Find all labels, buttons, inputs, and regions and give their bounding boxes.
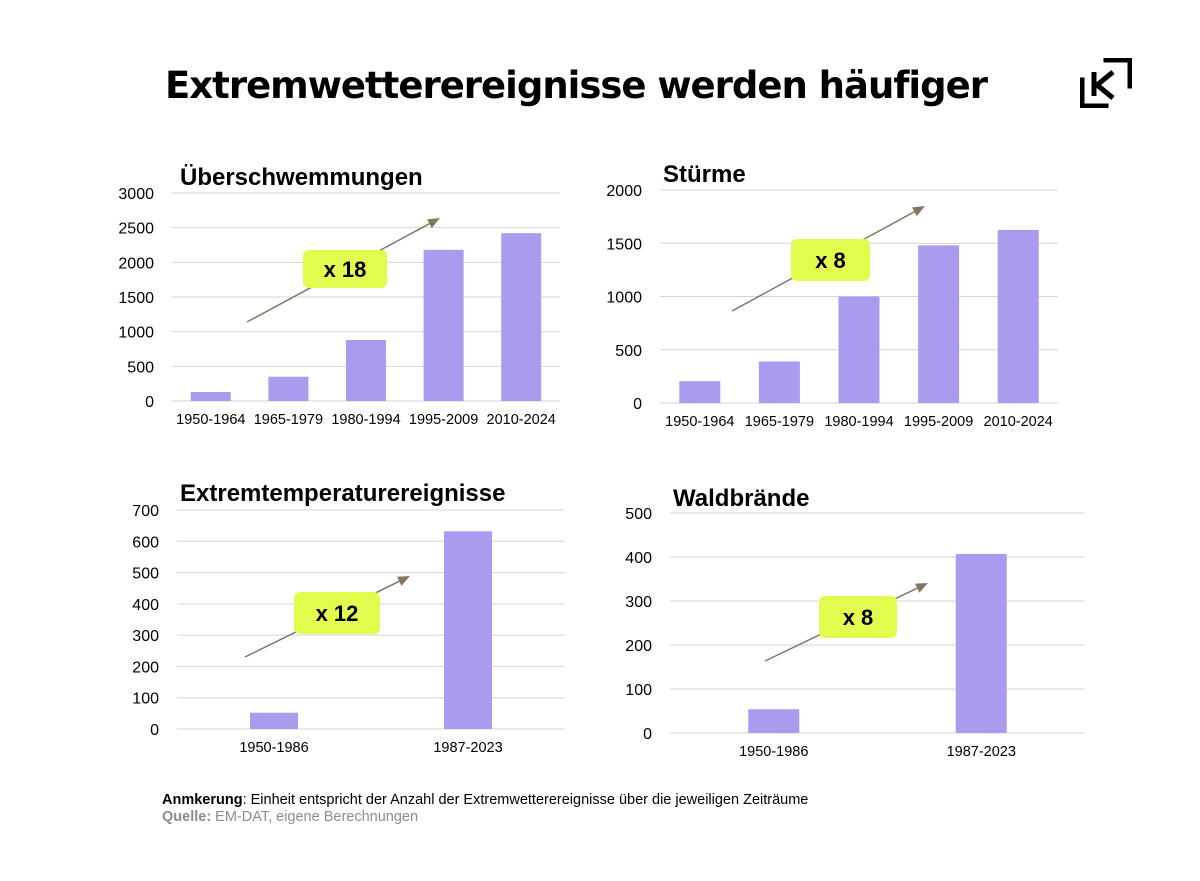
y-tick-label: 300	[625, 594, 652, 611]
chart-title: Waldbrände	[673, 485, 809, 512]
page-title: Extremwetterereignisse werden häufiger	[165, 64, 988, 107]
y-tick-label: 100	[625, 682, 652, 699]
x-tick-label: 1965-1979	[254, 412, 323, 428]
x-tick-label: 1950-1964	[665, 414, 734, 430]
factor-badge	[303, 250, 387, 288]
y-tick-label: 1500	[606, 236, 642, 253]
y-tick-label: 200	[132, 659, 159, 676]
chart-title: Extremtemperaturereignisse	[180, 480, 505, 507]
arrow-head-icon	[915, 583, 928, 593]
bar	[838, 296, 880, 403]
x-tick-label: 1965-1979	[745, 414, 814, 430]
chart-ueberschwemmungen: Überschwemmungen 0 500 1000 1500 2000 2500 3000…	[118, 164, 560, 428]
bar	[501, 233, 542, 401]
bar	[748, 709, 800, 733]
y-tick-label: 200	[625, 638, 652, 655]
x-tick-label: 1950-1986	[239, 740, 308, 756]
y-tick-label: 3000	[118, 186, 154, 203]
chart-title: Stürme	[663, 161, 746, 188]
source-text: EM-DAT, eigene Berechnungen	[211, 809, 419, 825]
factor-badge-label: x 18	[324, 257, 367, 282]
y-tick-label: 0	[145, 394, 154, 411]
bar	[955, 553, 1007, 733]
factor-badge-label: x 12	[316, 601, 359, 626]
x-tick-label: 1987-2023	[947, 744, 1016, 760]
y-tick-label: 1000	[118, 325, 154, 342]
factor-badge-label: x 8	[843, 605, 874, 630]
footnote-text: : Einheit entspricht der Anzahl der Extr…	[242, 792, 809, 808]
y-tick-label: 2000	[118, 255, 154, 272]
x-tick-label: 2010-2024	[487, 412, 556, 428]
y-tick-label: 500	[625, 506, 652, 523]
bar	[268, 376, 309, 401]
y-tick-label: 700	[132, 503, 159, 520]
y-tick-label: 2000	[606, 183, 642, 200]
bar	[346, 339, 386, 401]
y-tick-label: 2500	[118, 221, 154, 238]
bar	[758, 361, 800, 403]
y-tick-label: 0	[633, 396, 642, 413]
footnote: Anmkerung: Einheit entspricht der Anzahl…	[162, 792, 808, 808]
x-tick-label: 1980-1994	[331, 412, 400, 428]
chart-waldbraende: Waldbrände 0 100 200 300 400 500 1950-1986 1987-…	[625, 485, 1085, 760]
y-tick-label: 0	[643, 726, 652, 743]
y-tick-label: 600	[132, 534, 159, 551]
x-tick-label: 1950-1986	[739, 744, 808, 760]
factor-badge	[819, 596, 897, 638]
chart-title: Überschwemmungen	[180, 164, 423, 191]
source-label: Quelle:	[162, 809, 212, 825]
x-tick-label: 1987-2023	[433, 740, 502, 756]
footnote-label: Anmkerung	[162, 792, 243, 808]
y-tick-label: 1000	[606, 290, 642, 307]
source-line: Quelle: EM-DAT, eigene Berechnungen	[162, 809, 418, 825]
y-tick-label: 500	[132, 566, 159, 583]
x-tick-label: 1995-2009	[904, 414, 973, 430]
bar	[918, 245, 960, 403]
y-tick-label: 100	[132, 691, 159, 708]
y-tick-label: 500	[127, 359, 154, 376]
arrow-head-icon	[427, 218, 440, 229]
k-bracket-logo-icon	[1080, 58, 1132, 108]
arrow-head-icon	[397, 576, 410, 586]
bar	[997, 229, 1039, 403]
y-tick-label: 400	[132, 597, 159, 614]
arrow-head-icon	[912, 206, 925, 217]
y-tick-label: 500	[615, 343, 642, 360]
x-tick-label: 2010-2024	[984, 414, 1053, 430]
factor-badge	[791, 239, 870, 281]
y-tick-label: 300	[132, 628, 159, 645]
factor-badge	[294, 592, 380, 634]
bar	[444, 531, 492, 729]
chart-extremtemperaturereignisse: Extremtemperaturereignisse 0 100 200 300 400 5…	[132, 480, 565, 756]
bar	[190, 391, 231, 401]
y-tick-label: 400	[625, 550, 652, 567]
bar	[679, 381, 721, 403]
y-tick-label: 0	[150, 722, 159, 739]
x-tick-label: 1950-1964	[176, 412, 245, 428]
bar	[423, 249, 464, 401]
x-tick-label: 1995-2009	[409, 412, 478, 428]
chart-stuerme: Stürme 0 500 1000 1500 2000 1950-1964 1965-1979…	[606, 161, 1058, 430]
y-tick-label: 1500	[118, 290, 154, 307]
factor-badge-label: x 8	[815, 248, 846, 273]
x-tick-label: 1980-1994	[824, 414, 893, 430]
bar	[250, 712, 298, 729]
